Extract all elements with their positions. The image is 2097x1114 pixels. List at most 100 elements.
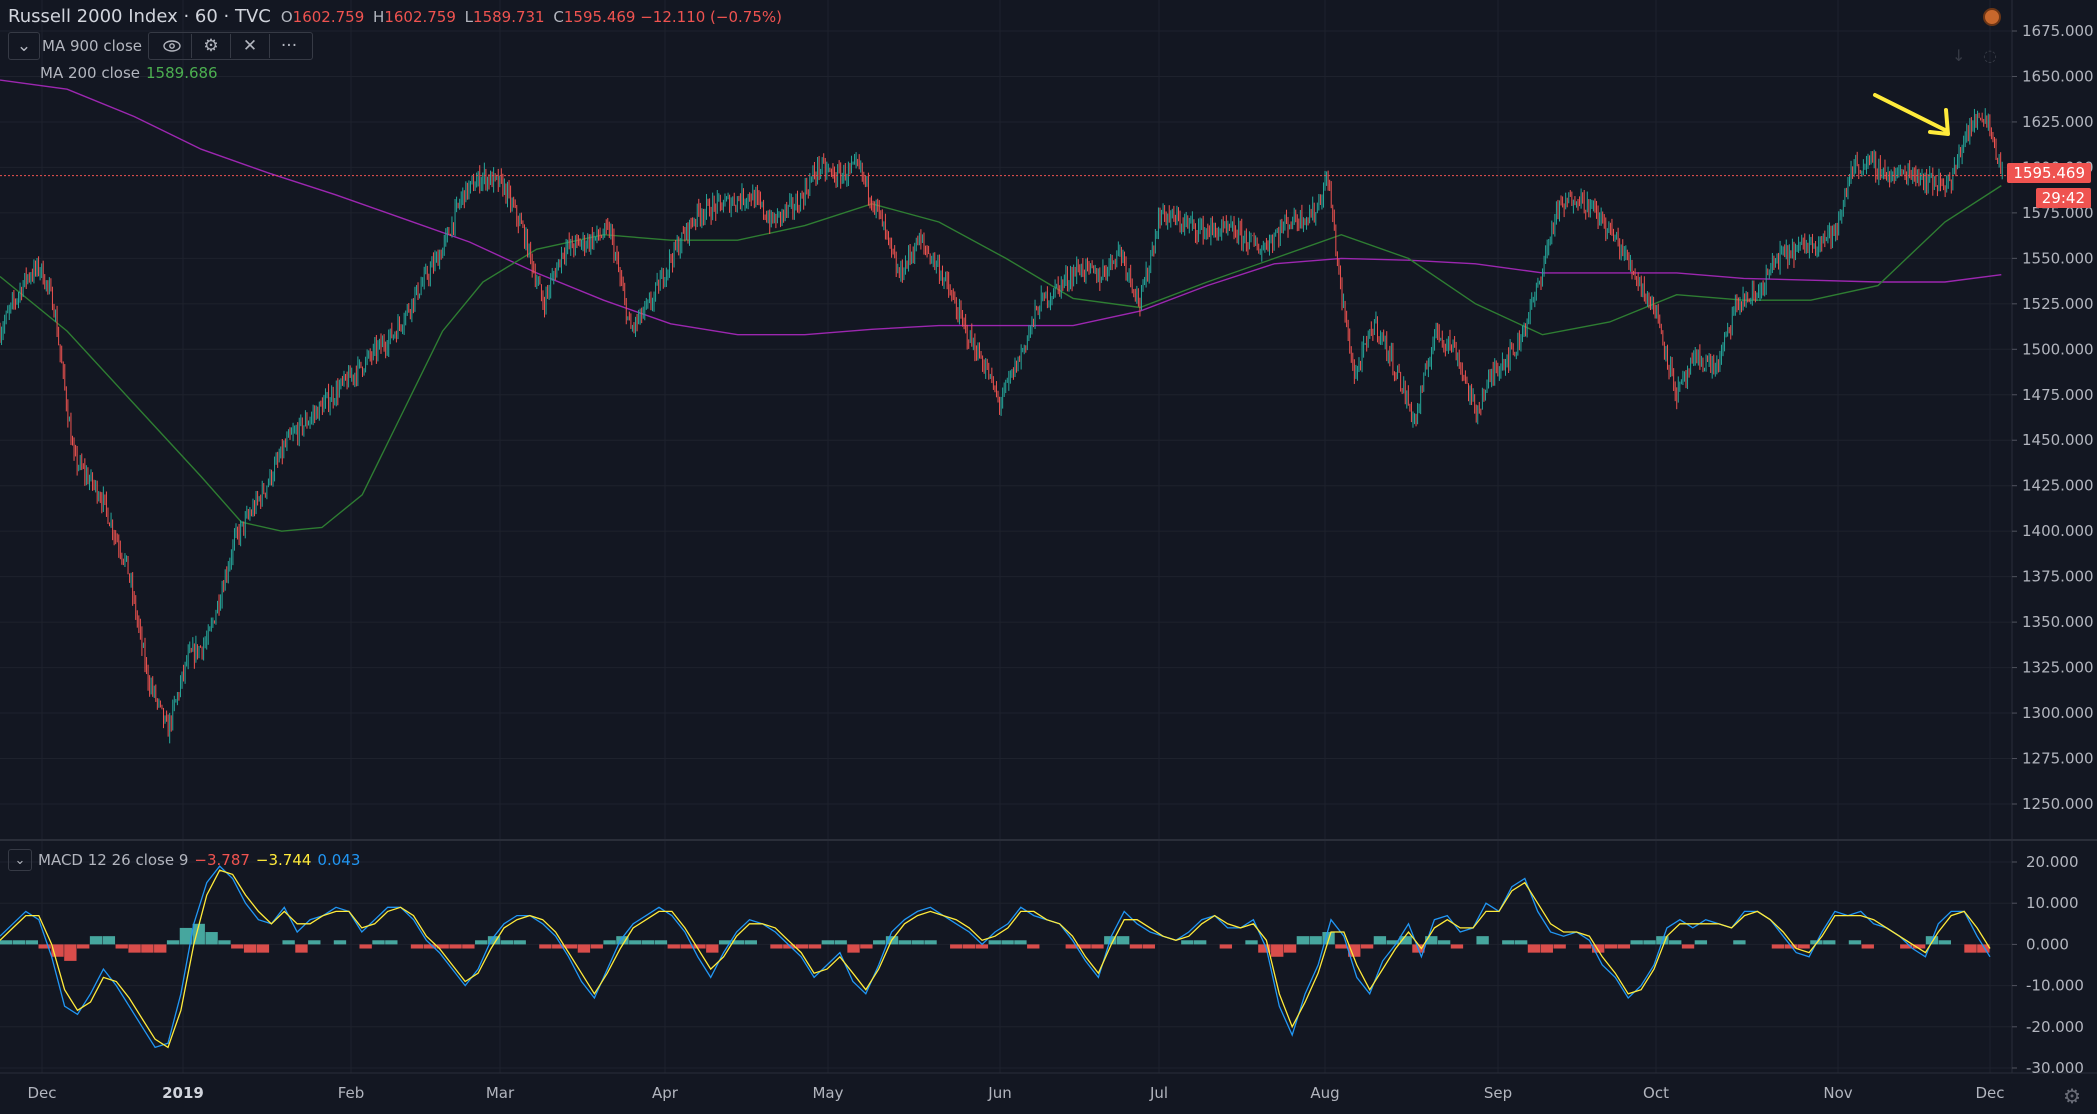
macd-histogram-bar xyxy=(629,940,642,945)
macd-histogram-bar xyxy=(128,944,141,953)
more-icon[interactable]: ··· xyxy=(269,34,308,58)
status-dot-icon[interactable] xyxy=(1983,8,2001,26)
macd-label[interactable]: MACD 12 26 close 9 xyxy=(38,851,189,869)
chevron-down-icon[interactable]: ⌄ xyxy=(16,36,32,56)
macd-histogram-bar xyxy=(218,940,231,945)
symbol-title[interactable]: Russell 2000 Index · 60 · TVC xyxy=(8,6,271,27)
annotation-arrow-head xyxy=(1928,108,1950,136)
macd-histogram-bar xyxy=(141,944,154,953)
x-tick-label: Feb xyxy=(338,1084,365,1102)
ma900-actions: ⚙ ✕ ··· xyxy=(148,32,314,60)
macd-histogram-bar xyxy=(1617,944,1631,949)
macd-histogram-bar xyxy=(783,944,796,949)
macd-histogram-bar xyxy=(1437,940,1451,945)
macd-tick-label: 10.000 xyxy=(2026,894,2079,912)
macd-histogram-bar xyxy=(1771,944,1785,949)
macd-histogram-bar xyxy=(847,944,860,953)
signal-line xyxy=(0,869,1991,1049)
macd-histogram-bar xyxy=(1399,936,1412,945)
macd-histogram-bar xyxy=(1091,944,1104,949)
macd-histogram-bar xyxy=(1823,940,1836,945)
x-tick-label: Aug xyxy=(1310,1084,1339,1102)
macd-histogram-bar xyxy=(487,936,501,945)
macd-histogram-bar xyxy=(834,940,847,945)
macd-histogram-bar xyxy=(1219,944,1233,949)
signal-value: −3.744 xyxy=(255,851,312,869)
macd-histogram-bar xyxy=(975,944,989,949)
macd-histogram-bar xyxy=(1861,944,1874,949)
open-value: 1602.759 xyxy=(292,7,365,26)
macd-histogram-bar xyxy=(552,944,565,949)
ohlc-values: O1602.759 H1602.759 L1589.731 C1595.469 … xyxy=(277,8,782,26)
chevron-down-icon[interactable]: ⌄ xyxy=(8,849,32,871)
close-label: C xyxy=(553,7,564,26)
y-tick-label: 1450.000 xyxy=(2022,431,2094,449)
macd-histogram-bar xyxy=(89,936,103,945)
macd-histogram-bar xyxy=(1283,944,1297,953)
macd-histogram-bar xyxy=(436,944,449,949)
y-tick-label: 1300.000 xyxy=(2022,704,2094,722)
macd-histogram-bar xyxy=(1514,940,1528,945)
macd-histogram-bar xyxy=(1964,944,1977,953)
macd-histogram-bar xyxy=(988,940,1001,945)
y-tick-label: 1675.000 xyxy=(2022,22,2094,40)
hist-value: 0.043 xyxy=(317,851,361,869)
macd-tick-label: -10.000 xyxy=(2026,977,2084,995)
macd-histogram-bar xyxy=(154,944,167,953)
close-icon[interactable]: ✕ xyxy=(230,34,269,58)
macd-histogram-bar xyxy=(564,944,578,949)
macd-line xyxy=(0,865,1991,1049)
macd-histogram-bar xyxy=(616,936,629,945)
macd-histogram-bar xyxy=(12,940,26,945)
ma900-line xyxy=(0,79,2002,336)
maximize-icon[interactable]: ◌ xyxy=(1983,46,1997,65)
y-tick-label: 1325.000 xyxy=(2022,659,2094,677)
macd-histogram-bar xyxy=(860,944,873,949)
x-tick-label: Oct xyxy=(1643,1084,1669,1102)
macd-histogram-bar xyxy=(924,940,937,945)
macd-histogram-bar xyxy=(372,940,385,945)
macd-histogram-bar xyxy=(1540,944,1553,953)
macd-histogram-bar xyxy=(308,940,321,945)
y-tick-label: 1575.000 xyxy=(2022,204,2094,222)
macd-histogram-bar xyxy=(1142,944,1155,949)
macd-histogram-bar xyxy=(1245,940,1258,945)
macd-histogram-bar xyxy=(744,940,757,945)
ma200-label[interactable]: MA 200 close xyxy=(40,64,141,82)
gear-icon[interactable]: ⚙ xyxy=(191,34,230,58)
x-tick-label: Sep xyxy=(1484,1084,1512,1102)
x-tick-label: Nov xyxy=(1823,1084,1852,1102)
high-label: H xyxy=(373,7,385,26)
macd-histogram-bar xyxy=(731,940,745,945)
settings-icon[interactable]: ⚙ xyxy=(2063,1084,2081,1108)
macd-histogram-bar xyxy=(115,944,128,949)
arrow-down-icon[interactable]: ↓ xyxy=(1952,46,1966,65)
macd-histogram-bar xyxy=(513,940,526,945)
macd-histogram-bar xyxy=(718,940,732,945)
eye-icon[interactable] xyxy=(153,34,191,58)
close-value: 1595.469 xyxy=(563,7,636,26)
high-value: 1602.759 xyxy=(384,7,456,26)
x-tick-label: Mar xyxy=(486,1084,515,1102)
macd-tick-label: 20.000 xyxy=(2026,853,2079,871)
macd-histogram-bar xyxy=(1527,944,1541,953)
macd-histogram-bar xyxy=(0,940,13,945)
macd-histogram-bar xyxy=(770,944,783,949)
macd-histogram-bar xyxy=(1296,936,1310,945)
ma900-label[interactable]: MA 900 close xyxy=(42,37,143,55)
macd-histogram-bar xyxy=(38,944,51,949)
ma900-legend: ⌄ MA 900 close ⚙ ✕ ··· xyxy=(8,32,314,60)
macd-histogram-bar xyxy=(1694,940,1708,945)
macd-value: −3.787 xyxy=(194,851,250,869)
macd-histogram-bar xyxy=(1553,944,1566,949)
macd-histogram-bar xyxy=(1335,944,1348,949)
y-tick-label: 1400.000 xyxy=(2022,522,2094,540)
macd-histogram-bar xyxy=(1116,936,1130,945)
macd-histogram-bar xyxy=(333,940,347,945)
macd-histogram-bar xyxy=(166,940,180,945)
macd-histogram-bar xyxy=(577,944,591,953)
macd-histogram-bar xyxy=(102,936,116,945)
macd-histogram-bar xyxy=(243,944,257,953)
